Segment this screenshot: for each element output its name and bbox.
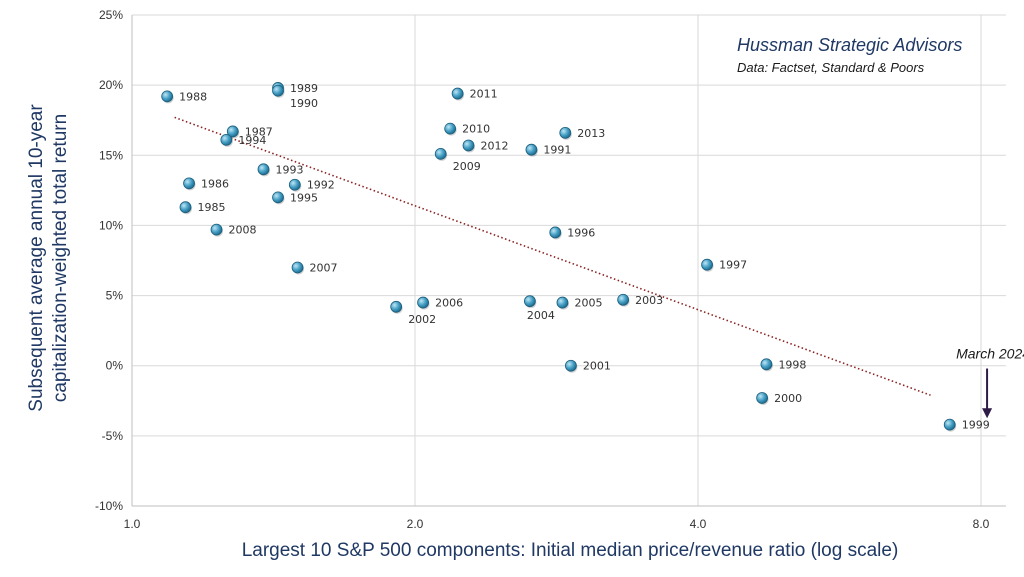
x-tick-label: 1.0: [124, 517, 141, 531]
y-axis-title-line1: Subsequent average annual 10-year: [26, 104, 47, 412]
data-point-2002: [390, 300, 403, 313]
point-label-2012: 2012: [480, 139, 508, 152]
point-label-2011: 2011: [470, 88, 498, 101]
point-label-1988: 1988: [179, 90, 207, 103]
y-tick-label: 5%: [106, 289, 124, 303]
point-label-1986: 1986: [201, 177, 229, 190]
source-subtitle: Data: Factset, Standard & Poors: [737, 60, 925, 75]
annotation-arrow-head: [982, 408, 993, 419]
annotation-group: March 2024: [956, 346, 1024, 419]
data-point-2010: [444, 122, 457, 135]
point-label-2005: 2005: [574, 297, 602, 310]
data-point-1992: [288, 178, 301, 191]
point-label-1989: 1989: [290, 82, 318, 95]
data-point-1985: [179, 201, 192, 214]
point-label-2003: 2003: [635, 294, 663, 307]
x-tick-label: 4.0: [690, 517, 707, 531]
data-point-1998: [760, 358, 773, 371]
annotation-march-2024: March 2024: [956, 346, 1024, 362]
y-tick-label: 0%: [106, 359, 124, 373]
point-label-1994: 1994: [238, 134, 266, 147]
data-point-2001: [565, 359, 577, 372]
point-label-2000: 2000: [774, 392, 802, 405]
point-label-1993: 1993: [276, 163, 304, 176]
y-tick-label: -10%: [95, 499, 123, 513]
point-label-1992: 1992: [307, 179, 335, 192]
data-point-1996: [549, 226, 562, 239]
point-label-2002: 2002: [408, 313, 436, 326]
data-point-1987: [226, 125, 239, 138]
point-label-1998: 1998: [778, 358, 806, 371]
point-label-2013: 2013: [577, 127, 605, 140]
point-label-2004: 2004: [527, 309, 555, 322]
data-point-1993: [257, 163, 270, 176]
data-point-1988: [161, 90, 174, 103]
point-label-2006: 2006: [435, 297, 463, 310]
point-label-1985: 1985: [197, 201, 225, 214]
x-tick-label: 8.0: [973, 517, 990, 531]
data-point-2011: [451, 87, 464, 100]
data-point-2013: [559, 126, 572, 139]
data-point-2007: [291, 261, 304, 274]
y-tick-label: 25%: [99, 8, 123, 22]
data-point-1990: [272, 84, 284, 97]
point-label-1991: 1991: [543, 144, 571, 157]
source-title: Hussman Strategic Advisors: [737, 35, 962, 55]
data-point-2004: [523, 295, 536, 308]
point-label-2008: 2008: [229, 224, 257, 237]
data-point-1995: [272, 191, 284, 204]
point-label-2007: 2007: [310, 262, 338, 275]
axes: [131, 15, 1006, 507]
grid-lines: [132, 14, 1006, 506]
data-point-2006: [417, 296, 429, 309]
y-tick-label: 10%: [99, 218, 123, 232]
point-label-1996: 1996: [567, 226, 595, 239]
y-axis-title-line2: capitalization-weighted total return: [50, 114, 71, 402]
y-tick-label: -5%: [102, 429, 124, 443]
data-point-2008: [210, 223, 223, 236]
data-point-1999: [943, 418, 956, 431]
y-tick-label: 15%: [99, 148, 123, 162]
data-point-2009: [434, 147, 447, 160]
point-label-1995: 1995: [290, 191, 318, 204]
data-points: [161, 82, 957, 432]
data-point-2000: [756, 392, 769, 404]
point-label-1997: 1997: [719, 259, 747, 272]
trendline-group: [174, 116, 931, 396]
data-point-1994: [220, 133, 233, 146]
data-point-1986: [183, 177, 195, 190]
tick-labels: -10% -5% 0% 5% 10% 15% 20% 25% 1.0 2.0 4.0 8.0: [95, 8, 990, 531]
data-point-2012: [462, 139, 475, 152]
point-label-1987: 1987: [245, 125, 273, 138]
trendline: [174, 116, 931, 396]
data-point-2003: [617, 293, 630, 306]
point-label-2009: 2009: [453, 160, 481, 173]
data-point-1991: [525, 143, 538, 156]
x-tick-label: 2.0: [407, 517, 424, 531]
point-label-2001: 2001: [583, 360, 611, 373]
x-axis-title: Largest 10 S&P 500 components: Initial m…: [242, 540, 899, 561]
point-label-1990: 1990: [290, 97, 318, 110]
data-point-1997: [701, 258, 713, 271]
point-label-1999: 1999: [962, 419, 990, 432]
point-label-2010: 2010: [462, 123, 490, 136]
data-point-2005: [556, 296, 569, 309]
y-tick-label: 20%: [99, 78, 123, 92]
